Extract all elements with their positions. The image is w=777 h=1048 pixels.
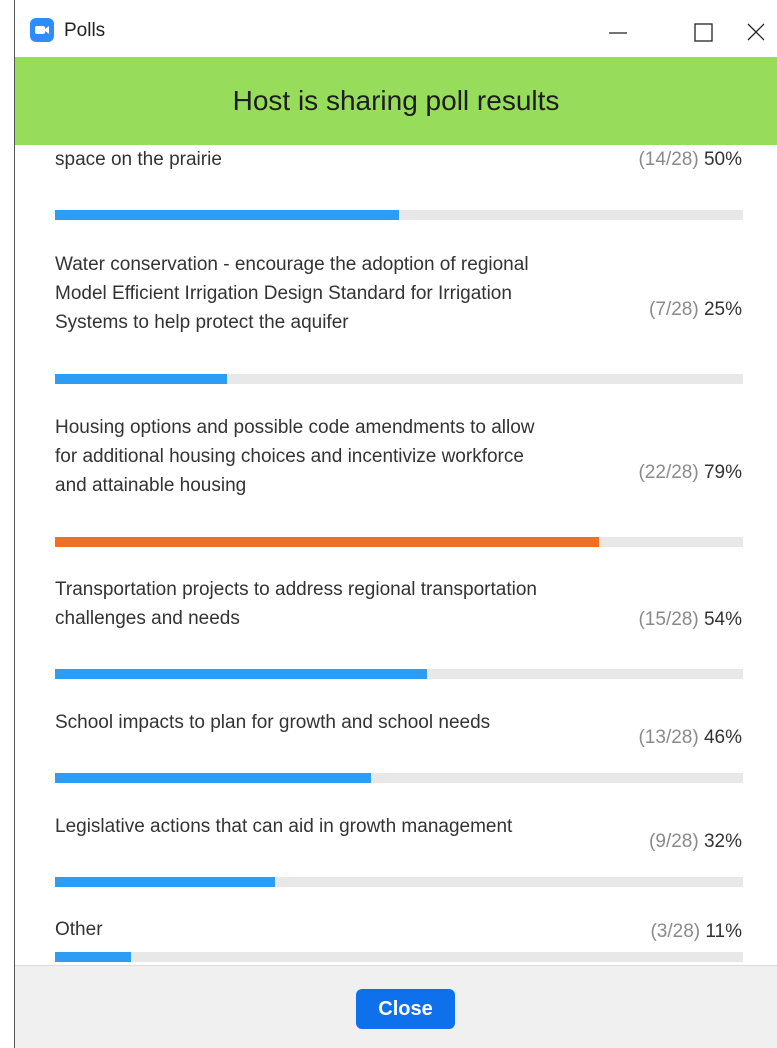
window-controls	[609, 23, 765, 42]
percent: 25%	[703, 299, 742, 320]
poll-results: space on the prairie (14/28) 50% Water con…	[15, 145, 777, 965]
polls-window: Polls Host is sharing poll results space…	[14, 0, 777, 1048]
option-line: School impacts to plan for growth and sc…	[55, 712, 491, 733]
bar-track	[55, 669, 743, 679]
option-line: challenges and needs	[55, 608, 240, 629]
option-line: Legislative actions that can aid in grow…	[55, 816, 513, 837]
result: (15/28) 54%	[638, 609, 742, 631]
bar-track	[55, 952, 743, 962]
result: (13/28) 46%	[638, 727, 742, 749]
vote-count: (22/28)	[638, 462, 699, 483]
option-line: Other	[55, 919, 103, 940]
option-text: Other	[55, 915, 103, 944]
title-bar: Polls	[15, 0, 777, 57]
vote-count: (13/28)	[638, 727, 699, 748]
percent: 50%	[703, 149, 742, 170]
result: (9/28) 32%	[649, 831, 742, 853]
option-line: Transportation projects to address regio…	[55, 579, 537, 600]
percent: 46%	[703, 727, 742, 748]
option-line: Systems to help protect the aquifer	[55, 312, 349, 333]
share-banner: Host is sharing poll results	[15, 57, 777, 145]
bar-track	[55, 210, 743, 220]
option-text: School impacts to plan for growth and sc…	[55, 708, 490, 737]
percent: 32%	[703, 831, 742, 852]
option-line: for additional housing choices and incen…	[55, 446, 524, 467]
vote-count: (3/28)	[650, 921, 701, 942]
percent: 79%	[703, 462, 742, 483]
result: (22/28) 79%	[638, 462, 742, 484]
vote-count: (9/28)	[649, 831, 699, 852]
option-line: Water conservation - encourage the adopt…	[55, 254, 529, 275]
vote-count: (7/28)	[649, 299, 699, 320]
footer: Close	[15, 965, 777, 1048]
result: (14/28) 50%	[638, 149, 742, 171]
maximize[interactable]	[694, 23, 713, 42]
close-button[interactable]: Close	[356, 989, 455, 1029]
bar-track	[55, 537, 743, 547]
bar	[55, 773, 372, 783]
vote-count: (14/28)	[638, 149, 699, 170]
window-title: Polls	[64, 20, 106, 41]
option-line: Housing options and possible code amendm…	[55, 417, 535, 438]
percent: 11%	[705, 921, 742, 942]
bar	[55, 210, 399, 220]
vote-count: (15/28)	[638, 609, 699, 630]
bar	[55, 877, 276, 887]
option-text: Transportation projects to address regio…	[55, 575, 537, 633]
result: (7/28) 25%	[649, 299, 742, 321]
percent: 54%	[703, 609, 742, 630]
option-text: space on the prairie	[55, 145, 222, 174]
result: (3/28) 11%	[650, 921, 742, 943]
close-x[interactable]	[747, 23, 765, 41]
app-icon	[30, 18, 54, 42]
bar	[55, 374, 227, 384]
option-text: Housing options and possible code amendm…	[55, 413, 535, 500]
option-line: and attainable housing	[55, 475, 247, 496]
bar-track	[55, 773, 743, 783]
bar	[55, 669, 427, 679]
bar	[55, 537, 599, 547]
bar-track	[55, 374, 743, 384]
option-line: Model Efficient Irrigation Design Standa…	[55, 283, 512, 304]
option-text: Legislative actions that can aid in grow…	[55, 812, 512, 841]
option-line: space on the prairie	[55, 149, 222, 170]
bar-track	[55, 877, 743, 887]
option-text: Water conservation - encourage the adopt…	[55, 250, 529, 337]
bar	[55, 952, 131, 962]
